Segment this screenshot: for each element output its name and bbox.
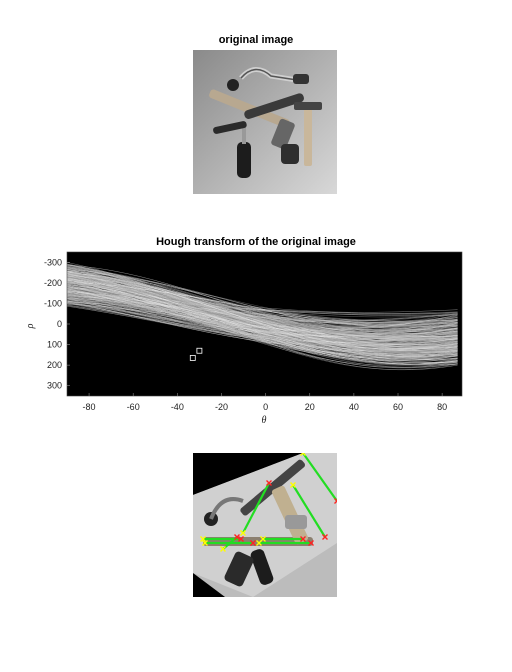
hough-peaks <box>189 347 203 361</box>
x-tick-label: -40 <box>171 402 184 412</box>
x-tick-label: 80 <box>437 402 447 412</box>
line-endpoint-marker <box>234 534 240 540</box>
detected-line <box>302 453 337 502</box>
hough-curve <box>66 275 458 342</box>
hough-curve <box>66 298 458 322</box>
hough-curve <box>66 272 458 363</box>
line-endpoint-marker <box>290 482 296 488</box>
line-endpoint-marker <box>266 480 272 486</box>
x-tick-label: -80 <box>83 402 96 412</box>
detected-lines-image <box>193 453 337 597</box>
x-tick-label: 0 <box>263 402 268 412</box>
original-image <box>193 50 337 194</box>
line-endpoint-marker <box>308 540 314 546</box>
x-tick-label: 20 <box>305 402 315 412</box>
hough-curve <box>66 276 458 335</box>
original-image-title: original image <box>218 34 294 46</box>
hough-curve <box>66 265 458 347</box>
hough-curve <box>66 289 458 346</box>
x-tick-label: 40 <box>349 402 359 412</box>
y-tick-label: 300 <box>47 381 62 391</box>
y-tick-label: -100 <box>44 298 62 308</box>
hough-curve <box>66 284 458 355</box>
hough-curve <box>66 279 458 340</box>
line-segments <box>200 453 337 552</box>
x-tick-label: 60 <box>393 402 403 412</box>
line-endpoint-marker <box>202 540 208 546</box>
x-axis-label: θ <box>262 415 267 426</box>
detected-line <box>242 482 270 534</box>
line-endpoint-marker <box>334 498 337 504</box>
x-tick-label: -20 <box>215 402 228 412</box>
hough-curve <box>66 292 458 346</box>
x-axis-ticks: -80 -60 -40 -20 0 20 40 60 80 <box>83 393 447 412</box>
line-endpoint-marker <box>300 536 306 542</box>
y-tick-label: 0 <box>57 319 62 329</box>
line-endpoint-marker <box>220 546 226 552</box>
y-tick-label: 200 <box>47 360 62 370</box>
line-endpoint-marker <box>240 530 246 536</box>
hough-title: Hough transform of the original image <box>156 236 356 248</box>
hough-curve <box>66 279 458 366</box>
hough-curve <box>66 286 458 336</box>
hough-curves <box>66 262 458 371</box>
line-endpoint-marker <box>200 536 206 542</box>
hough-curve <box>66 279 458 339</box>
hough-transform-chart: -80 -60 -40 -20 0 20 40 60 80 -300-200-100010020… <box>25 251 463 426</box>
x-tick-label: -60 <box>127 402 140 412</box>
line-endpoint-marker <box>322 534 328 540</box>
hough-curve <box>66 267 458 351</box>
hough-peak-marker <box>189 355 196 361</box>
line-endpoint-marker <box>300 453 306 456</box>
hough-curve <box>66 280 458 359</box>
hough-peak-marker <box>196 347 203 354</box>
y-tick-label: -200 <box>44 278 62 288</box>
detected-line <box>292 484 326 538</box>
y-tick-label: -300 <box>44 257 62 267</box>
hough-curve <box>66 282 458 331</box>
y-axis-ticks: -300 -200 -100 0 100 200 300 <box>44 257 70 391</box>
line-endpoint-marker <box>238 536 244 542</box>
hough-curve <box>66 286 458 361</box>
line-endpoint-marker <box>256 540 262 546</box>
hough-curve <box>66 294 458 328</box>
y-axis-label: ρ <box>25 323 36 329</box>
hough-curve <box>66 302 458 333</box>
line-endpoint-marker <box>250 540 256 546</box>
y-tick-label: 100 <box>47 340 62 350</box>
